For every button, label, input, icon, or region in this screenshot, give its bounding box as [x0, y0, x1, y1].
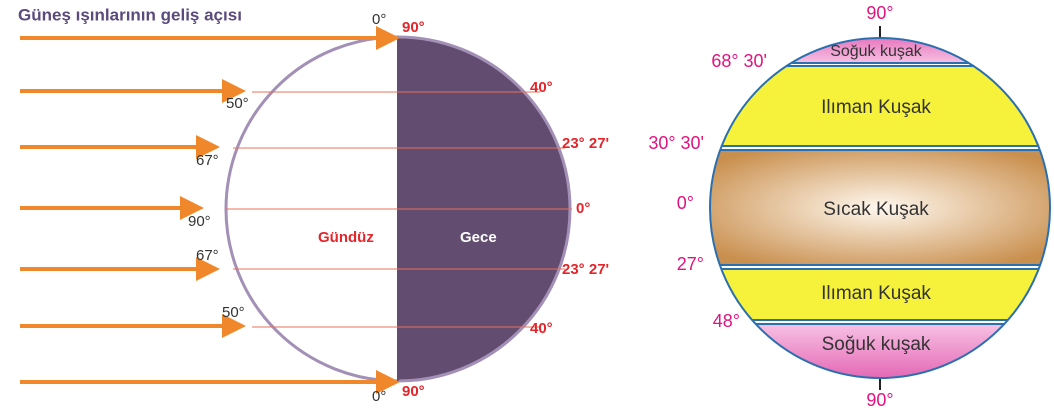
- latitude-label: 40°: [530, 320, 553, 337]
- latitude-label: 0°: [576, 200, 590, 217]
- angle-label: 0°: [372, 388, 386, 405]
- zone-label: Soğuk kuşak: [830, 43, 923, 60]
- angle-label: 50°: [226, 95, 249, 112]
- latitude-label: 48°: [713, 311, 740, 331]
- climate-zones-diagram: 90° 90° 68° 30' 30° 30' 0° 27° 48° Soğuk…: [648, 3, 1051, 410]
- lat-lines: [226, 91, 572, 328]
- zone-band: [710, 150, 1050, 265]
- latitude-label: 30° 30': [648, 133, 704, 153]
- zone-label: Ilıman Kuşak: [821, 283, 931, 304]
- sun-angle-diagram: Güneş ışınlarının geliş açısı 0° 0° 50° …: [18, 5, 609, 404]
- sun-rays: [20, 26, 400, 394]
- latitude-label: 40°: [530, 79, 553, 96]
- angle-label: 67°: [196, 152, 219, 169]
- title: Güneş ışınlarının geliş açısı: [18, 5, 242, 24]
- pole-label: 90°: [866, 3, 893, 23]
- zone-label: Ilıman Kuşak: [821, 97, 931, 118]
- angle-label: 50°: [222, 304, 245, 321]
- latitude-label: 27°: [677, 254, 704, 274]
- latitude-label: 23° 27': [562, 261, 609, 278]
- zone-label: Sıcak Kuşak: [823, 199, 929, 220]
- latitude-label: 23° 27': [562, 135, 609, 152]
- day-label: Gündüz: [318, 229, 374, 246]
- zone-label: Soğuk kuşak: [822, 334, 931, 355]
- latitude-label: 0°: [677, 193, 694, 213]
- latitude-label: 90°: [402, 383, 425, 400]
- angle-label: 67°: [196, 247, 219, 264]
- angle-label: 90°: [188, 213, 211, 230]
- latitude-label: 90°: [402, 19, 425, 36]
- night-label: Gece: [460, 229, 497, 246]
- pole-label: 90°: [866, 390, 893, 410]
- angle-label: 0°: [372, 11, 386, 28]
- latitude-label: 68° 30': [711, 51, 767, 71]
- zone-band: [710, 269, 1050, 320]
